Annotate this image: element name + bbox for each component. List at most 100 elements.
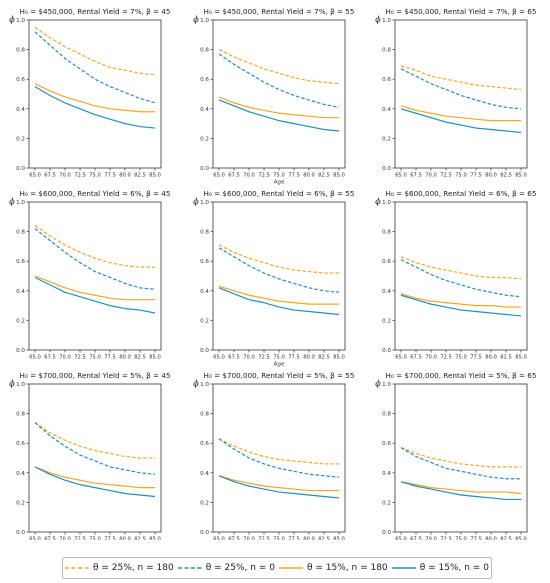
chart-title: H₀ = $600,000, Rental Yield = 6%, β = 65 bbox=[386, 189, 537, 198]
chart-panel: H₀ = $700,000, Rental Yield = 5%, β = 45… bbox=[9, 371, 170, 540]
y-tick-label: 0.6 bbox=[200, 77, 209, 83]
y-axis-label: ϕ bbox=[193, 197, 199, 206]
y-axis-label: ϕ bbox=[9, 15, 15, 24]
series-line bbox=[34, 276, 156, 314]
chart-title: H₀ = $450,000, Rental Yield = 7%, β = 65 bbox=[386, 7, 537, 16]
chart-title: H₀ = $700,000, Rental Yield = 5%, β = 65 bbox=[386, 371, 537, 380]
x-tick-label: 77.5 bbox=[288, 173, 300, 179]
x-tick-label: 85.0 bbox=[515, 355, 527, 361]
series-line bbox=[34, 421, 155, 459]
x-tick-label: 75.0 bbox=[89, 537, 101, 541]
legend-item: θ = 25%, n = 0 bbox=[177, 563, 275, 573]
y-tick-label: 0.8 bbox=[382, 412, 391, 418]
chart-legend: θ = 25%, n = 180 θ = 25%, n = 0 θ = 15%,… bbox=[62, 557, 492, 579]
y-tick-label: 0.2 bbox=[382, 318, 391, 324]
x-tick-label: 65.0 bbox=[29, 537, 41, 541]
x-tick-label: 72.5 bbox=[74, 173, 86, 179]
x-tick-label: 82.5 bbox=[318, 537, 330, 541]
x-axis-label: Age bbox=[274, 180, 285, 186]
x-tick-label: 82.5 bbox=[500, 173, 512, 179]
y-tick-label: 0.6 bbox=[16, 441, 25, 447]
x-axis-label: Age bbox=[274, 362, 285, 368]
y-tick-label: 0.2 bbox=[200, 318, 209, 324]
x-tick-label: 70.0 bbox=[59, 537, 71, 541]
series-line bbox=[218, 247, 340, 293]
x-tick-label: 85.0 bbox=[515, 173, 527, 179]
y-tick-label: 0.4 bbox=[16, 471, 25, 477]
plot-frame bbox=[394, 383, 528, 533]
plot-frame bbox=[28, 383, 162, 533]
x-tick-label: 77.5 bbox=[288, 355, 300, 361]
y-axis-label: ϕ bbox=[193, 379, 199, 388]
chart-panel: H₀ = $700,000, Rental Yield = 5%, β = 65… bbox=[375, 371, 536, 540]
x-tick-label: 80.0 bbox=[303, 173, 315, 179]
x-tick-label: 77.5 bbox=[104, 537, 116, 541]
y-tick-label: 1.0 bbox=[16, 18, 25, 24]
y-tick-label: 0.6 bbox=[382, 77, 391, 83]
x-tick-label: 75.0 bbox=[273, 537, 285, 541]
y-tick-label: 1.0 bbox=[200, 200, 209, 206]
x-tick-label: 82.5 bbox=[318, 355, 330, 361]
x-tick-label: 85.0 bbox=[149, 173, 161, 179]
x-tick-label: 70.0 bbox=[243, 355, 255, 361]
series-line bbox=[34, 86, 156, 129]
series-line bbox=[400, 68, 522, 110]
y-tick-label: 0.0 bbox=[200, 166, 209, 172]
y-tick-label: 0.8 bbox=[382, 48, 391, 54]
y-axis-label: ϕ bbox=[375, 197, 381, 206]
y-tick-label: 0.0 bbox=[16, 348, 25, 354]
x-tick-label: 80.0 bbox=[485, 355, 497, 361]
x-tick-label: 65.0 bbox=[213, 355, 225, 361]
series-line bbox=[400, 256, 522, 280]
x-tick-label: 67.5 bbox=[410, 173, 422, 179]
plot-frame bbox=[212, 19, 346, 169]
plot-frame bbox=[394, 19, 528, 169]
x-tick-label: 72.5 bbox=[74, 537, 86, 541]
x-tick-label: 75.0 bbox=[273, 355, 285, 361]
y-tick-label: 0.2 bbox=[382, 136, 391, 142]
y-tick-label: 1.0 bbox=[16, 200, 25, 206]
x-tick-label: 65.0 bbox=[395, 537, 407, 541]
legend-label: θ = 25%, n = 0 bbox=[205, 563, 275, 573]
x-tick-label: 70.0 bbox=[59, 355, 71, 361]
series-line bbox=[400, 447, 521, 480]
series-line bbox=[400, 105, 521, 122]
x-tick-label: 65.0 bbox=[213, 173, 225, 179]
y-tick-label: 0.8 bbox=[16, 48, 25, 54]
chart-panel: H₀ = $600,000, Rental Yield = 6%, β = 65… bbox=[375, 189, 536, 361]
x-tick-label: 80.0 bbox=[119, 173, 131, 179]
series-line bbox=[34, 466, 156, 498]
x-tick-label: 85.0 bbox=[333, 537, 345, 541]
x-tick-label: 67.5 bbox=[44, 173, 56, 179]
y-axis-label: ϕ bbox=[9, 197, 15, 206]
legend-item: θ = 25%, n = 180 bbox=[65, 563, 174, 573]
y-tick-label: 0.2 bbox=[382, 500, 391, 506]
y-tick-label: 0.2 bbox=[200, 136, 209, 142]
legend-item: θ = 15%, n = 180 bbox=[279, 563, 388, 573]
x-tick-label: 75.0 bbox=[89, 173, 101, 179]
series-line bbox=[34, 228, 156, 290]
chart-title: H₀ = $600,000, Rental Yield = 6%, β = 55 bbox=[204, 189, 355, 198]
x-tick-label: 80.0 bbox=[119, 355, 131, 361]
legend-label: θ = 15%, n = 180 bbox=[307, 563, 388, 573]
x-tick-label: 72.5 bbox=[258, 355, 270, 361]
y-tick-label: 0.8 bbox=[200, 48, 209, 54]
chart-title: H₀ = $700,000, Rental Yield = 5%, β = 45 bbox=[20, 371, 171, 380]
legend-label: θ = 25%, n = 180 bbox=[93, 563, 174, 573]
x-tick-label: 72.5 bbox=[258, 537, 270, 541]
y-tick-label: 0.2 bbox=[16, 136, 25, 142]
x-tick-label: 70.0 bbox=[425, 173, 437, 179]
chart-panel: H₀ = $450,000, Rental Yield = 7%, β = 65… bbox=[375, 7, 536, 179]
series-line bbox=[218, 438, 340, 478]
series-line bbox=[218, 49, 340, 85]
x-tick-label: 70.0 bbox=[425, 355, 437, 361]
chart-title: H₀ = $450,000, Rental Yield = 7%, β = 55 bbox=[204, 7, 355, 16]
y-tick-label: 0.4 bbox=[200, 471, 209, 477]
series-line bbox=[34, 422, 156, 475]
x-tick-label: 65.0 bbox=[213, 537, 225, 541]
y-tick-label: 0.4 bbox=[200, 107, 209, 113]
y-tick-label: 0.8 bbox=[16, 230, 25, 236]
x-tick-label: 72.5 bbox=[74, 355, 86, 361]
y-tick-label: 0.0 bbox=[382, 530, 391, 536]
chart-grid: H₀ = $450,000, Rental Yield = 7%, β = 45… bbox=[9, 7, 536, 541]
